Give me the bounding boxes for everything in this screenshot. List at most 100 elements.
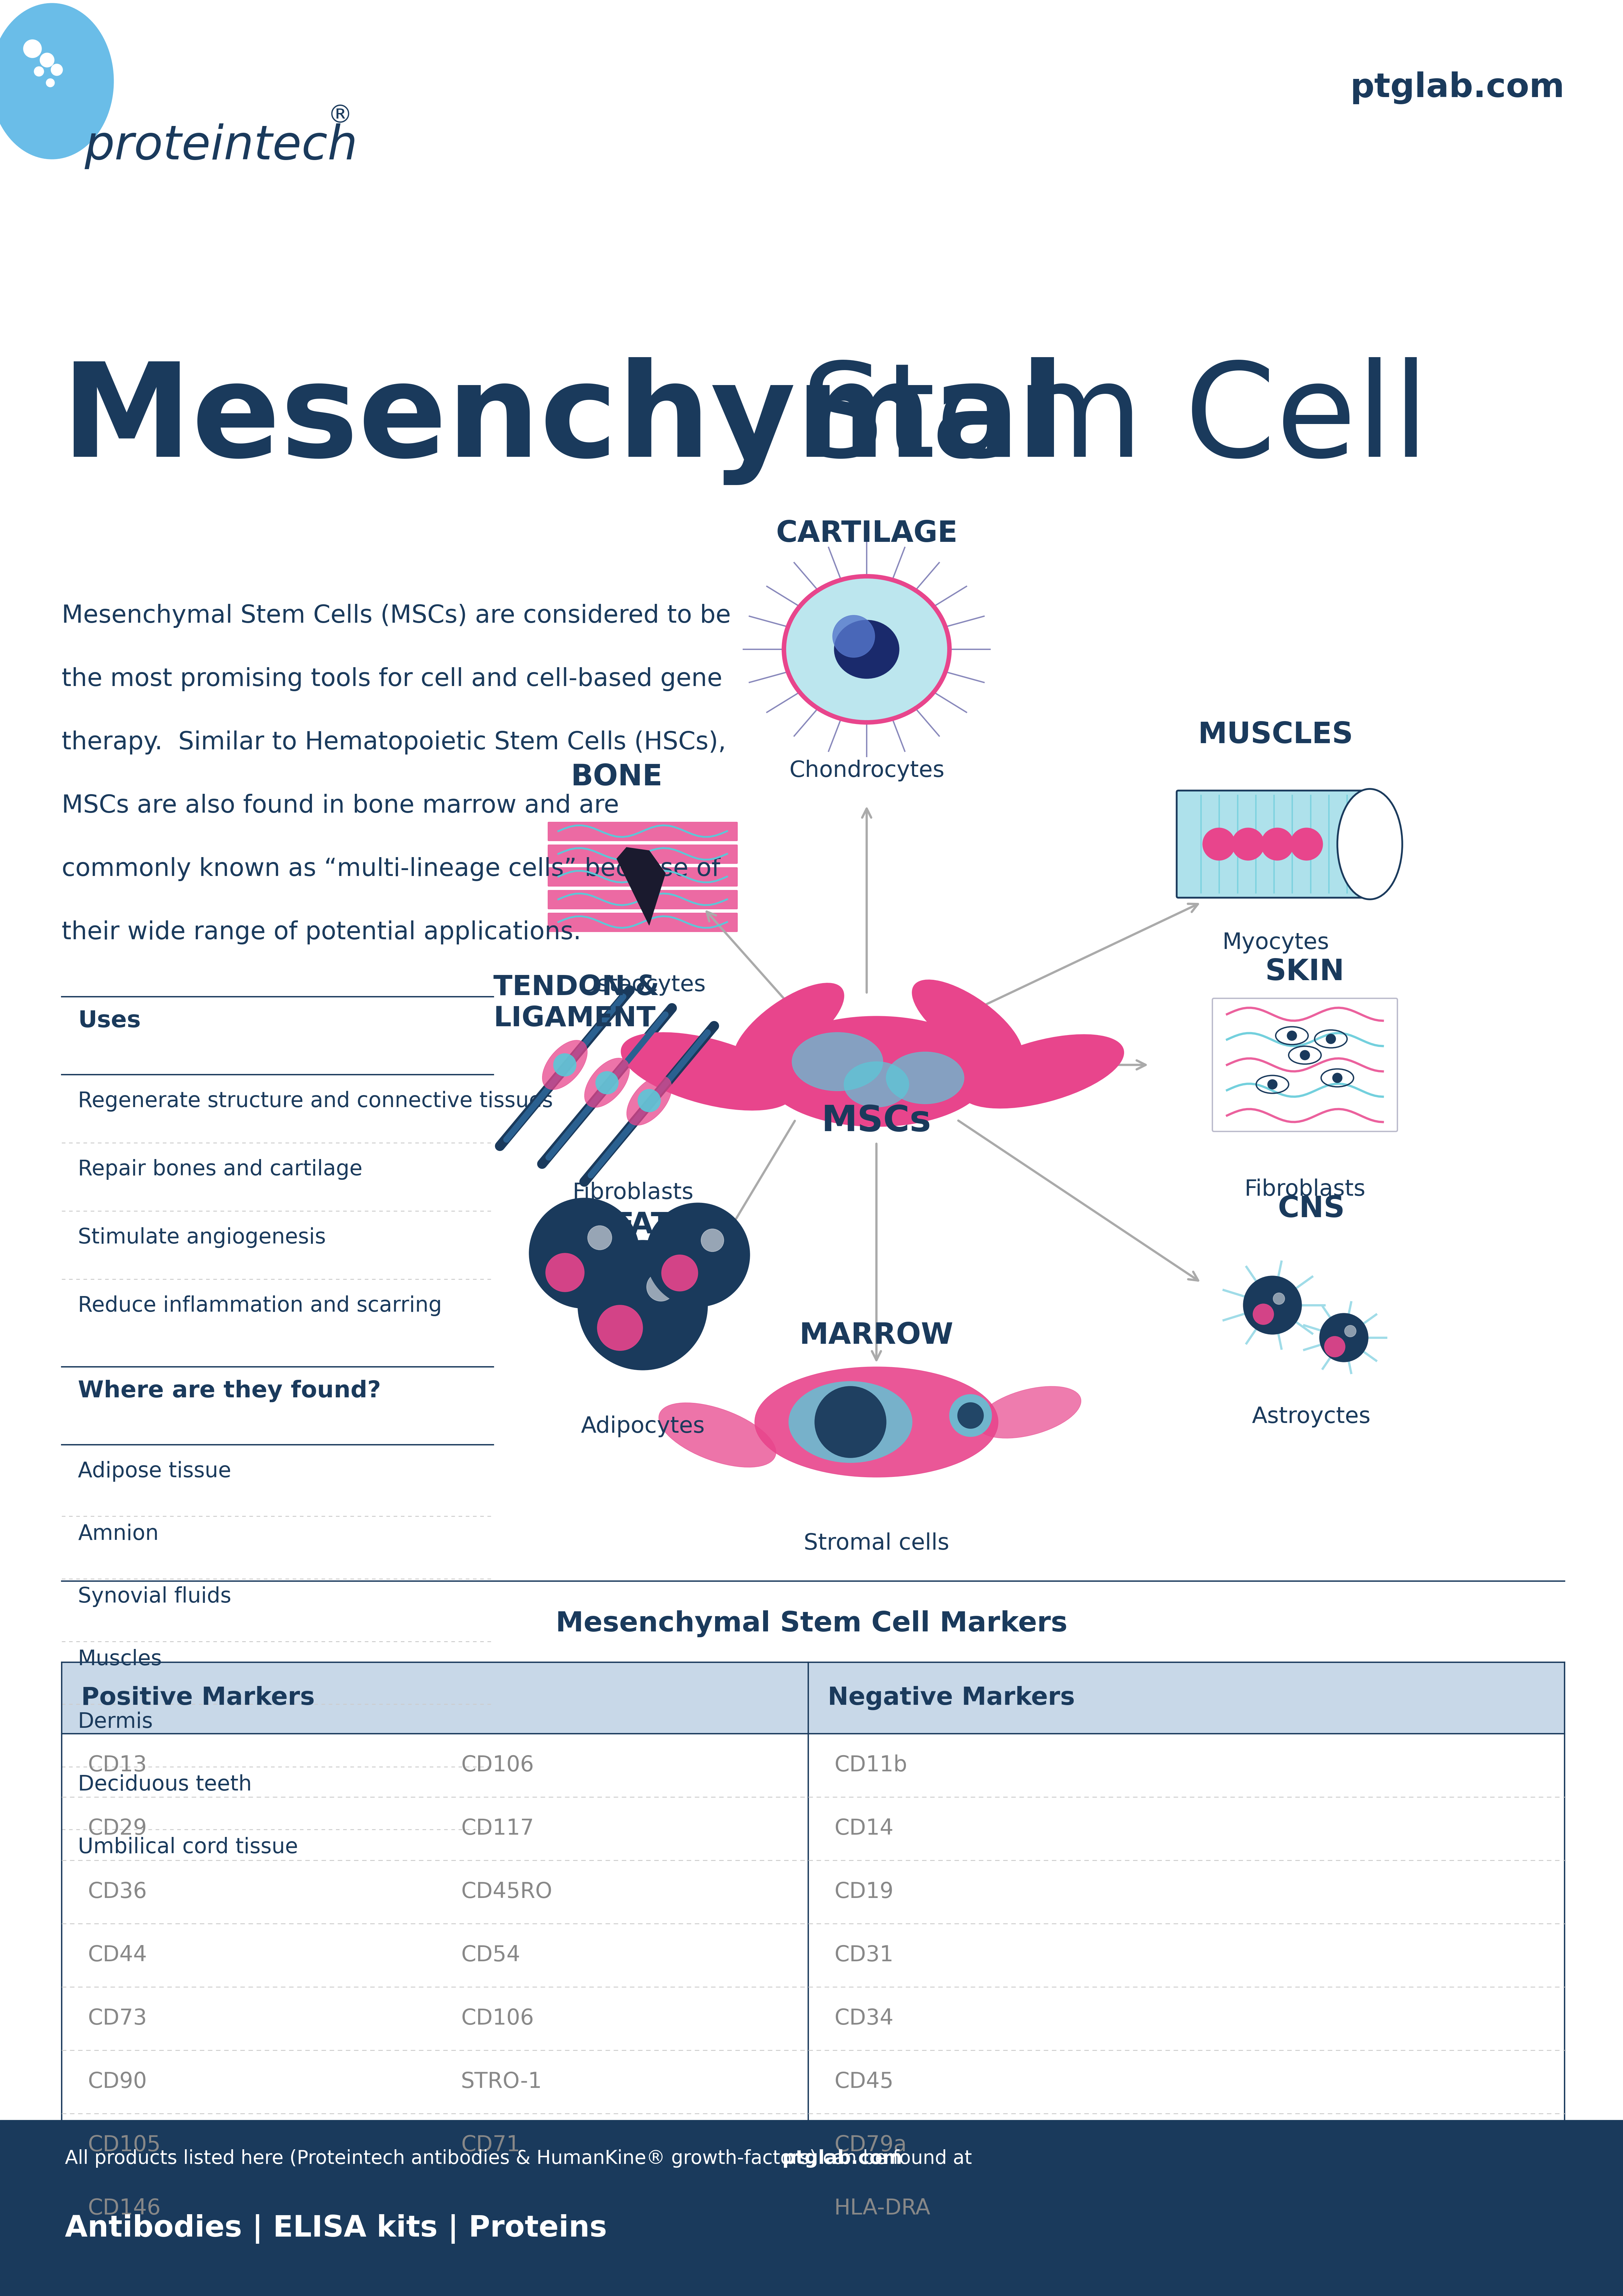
Text: FAT: FAT	[613, 1210, 672, 1240]
Text: CD19: CD19	[834, 1880, 893, 1903]
Circle shape	[1290, 829, 1323, 861]
Circle shape	[1232, 829, 1264, 861]
Circle shape	[815, 1387, 886, 1458]
Circle shape	[949, 1394, 992, 1437]
Text: CD31: CD31	[834, 1945, 893, 1965]
Circle shape	[578, 1240, 708, 1371]
Circle shape	[23, 39, 42, 57]
Text: CD106: CD106	[461, 2007, 534, 2030]
Circle shape	[701, 1228, 724, 1251]
Text: Negative Markers: Negative Markers	[828, 1685, 1074, 1711]
Text: commonly known as “multi-lineage cells” because of: commonly known as “multi-lineage cells” …	[62, 856, 721, 882]
Text: Reduce inflammation and scarring: Reduce inflammation and scarring	[78, 1295, 441, 1316]
Text: Positive Markers: Positive Markers	[81, 1685, 315, 1711]
Circle shape	[1243, 1277, 1302, 1334]
Text: HLA-DRA: HLA-DRA	[834, 2197, 930, 2218]
FancyBboxPatch shape	[549, 891, 737, 909]
Text: CD45RO: CD45RO	[461, 1880, 552, 1903]
FancyBboxPatch shape	[1212, 999, 1397, 1132]
Text: CD45: CD45	[834, 2071, 894, 2092]
Circle shape	[646, 1203, 750, 1306]
Text: MSCs: MSCs	[821, 1104, 932, 1139]
Text: Repair bones and cartilage: Repair bones and cartilage	[78, 1159, 362, 1180]
FancyBboxPatch shape	[1177, 790, 1368, 898]
Text: Regenerate structure and connective tissues: Regenerate structure and connective tiss…	[78, 1091, 553, 1111]
Circle shape	[529, 1199, 639, 1309]
Bar	[0, 2119, 1623, 2296]
Circle shape	[1326, 1033, 1336, 1045]
Ellipse shape	[844, 1061, 909, 1107]
Ellipse shape	[659, 1403, 776, 1467]
Text: MARROW: MARROW	[800, 1322, 953, 1350]
Ellipse shape	[755, 1366, 998, 1476]
Circle shape	[662, 1256, 698, 1290]
Text: TENDON &
LIGAMENT: TENDON & LIGAMENT	[493, 974, 659, 1033]
Text: Stromal cells: Stromal cells	[803, 1531, 949, 1554]
Ellipse shape	[786, 579, 948, 721]
Text: CD105: CD105	[88, 2135, 161, 2156]
Circle shape	[638, 1088, 661, 1111]
Ellipse shape	[734, 983, 844, 1070]
Text: CD146: CD146	[88, 2197, 161, 2218]
Text: MSCs are also found in bone marrow and are: MSCs are also found in bone marrow and a…	[62, 794, 618, 817]
FancyBboxPatch shape	[549, 914, 737, 932]
Text: Amnion: Amnion	[78, 1525, 159, 1545]
Text: Stimulate angiogenesis: Stimulate angiogenesis	[78, 1228, 326, 1249]
Circle shape	[1203, 829, 1235, 861]
Text: their wide range of potential applications.: their wide range of potential applicatio…	[62, 921, 581, 944]
Text: Muscles: Muscles	[78, 1649, 162, 1669]
Polygon shape	[617, 847, 665, 925]
FancyBboxPatch shape	[549, 822, 737, 840]
Circle shape	[1324, 1336, 1345, 1357]
Text: CD54: CD54	[461, 1945, 521, 1965]
Ellipse shape	[626, 1077, 672, 1125]
Circle shape	[45, 78, 55, 87]
Bar	[62, 1662, 808, 1733]
Text: All products listed here (Proteintech antibodies & HumanKine® growth-factors) ca: All products listed here (Proteintech an…	[65, 2149, 979, 2167]
Ellipse shape	[912, 980, 1022, 1065]
Text: therapy.  Similar to Hematopoietic Stem Cells (HSCs),: therapy. Similar to Hematopoietic Stem C…	[62, 730, 725, 755]
Circle shape	[596, 1072, 618, 1095]
Text: Fibroblasts: Fibroblasts	[1245, 1178, 1365, 1201]
Text: Chondrocytes: Chondrocytes	[789, 760, 945, 781]
Text: Adipocytes: Adipocytes	[581, 1417, 704, 1437]
Text: ptglab.com: ptglab.com	[1350, 71, 1565, 103]
Text: ptglab.com: ptglab.com	[553, 2266, 674, 2285]
Circle shape	[958, 1403, 984, 1428]
Text: CD71: CD71	[461, 2135, 519, 2156]
Circle shape	[553, 1054, 576, 1077]
Circle shape	[1344, 1325, 1357, 1336]
Text: CD73: CD73	[88, 2007, 148, 2030]
Text: Adipose tissue: Adipose tissue	[78, 1460, 230, 1481]
Text: Dermis: Dermis	[78, 1711, 153, 1733]
Text: CARTILAGE: CARTILAGE	[776, 519, 958, 549]
Ellipse shape	[792, 1033, 883, 1091]
Text: CD13: CD13	[88, 1754, 146, 1775]
Text: CNS: CNS	[1277, 1194, 1345, 1224]
Text: CD106: CD106	[461, 1754, 534, 1775]
Text: Antibodies | ELISA kits | Proteins: Antibodies | ELISA kits | Proteins	[65, 2213, 607, 2243]
Ellipse shape	[834, 620, 899, 680]
Text: proteintech: proteintech	[84, 124, 357, 170]
Ellipse shape	[789, 1382, 912, 1463]
FancyBboxPatch shape	[549, 868, 737, 886]
Ellipse shape	[542, 1040, 588, 1091]
Text: BONE: BONE	[571, 762, 662, 792]
Text: CD11b: CD11b	[834, 1754, 907, 1775]
Text: CD14: CD14	[834, 1818, 893, 1839]
Ellipse shape	[763, 1017, 990, 1127]
Circle shape	[41, 53, 54, 67]
Bar	[808, 1662, 1565, 1733]
Text: Myocytes: Myocytes	[1222, 932, 1329, 953]
Text: *Conjugated and unconjugated versions of antibodies avilable at: *Conjugated and unconjugated versions of…	[65, 2266, 687, 2285]
Text: CD90: CD90	[88, 2071, 146, 2092]
Text: Mesenchymal: Mesenchymal	[62, 358, 1065, 484]
Circle shape	[588, 1226, 612, 1249]
Circle shape	[1253, 1304, 1274, 1325]
Text: Synovial fluids: Synovial fluids	[78, 1587, 232, 1607]
Text: Deciduous teeth: Deciduous teeth	[78, 1775, 252, 1795]
Circle shape	[1287, 1031, 1297, 1040]
Ellipse shape	[1337, 790, 1402, 900]
Text: CD36: CD36	[88, 1880, 146, 1903]
Text: the most promising tools for cell and cell-based gene: the most promising tools for cell and ce…	[62, 668, 722, 691]
